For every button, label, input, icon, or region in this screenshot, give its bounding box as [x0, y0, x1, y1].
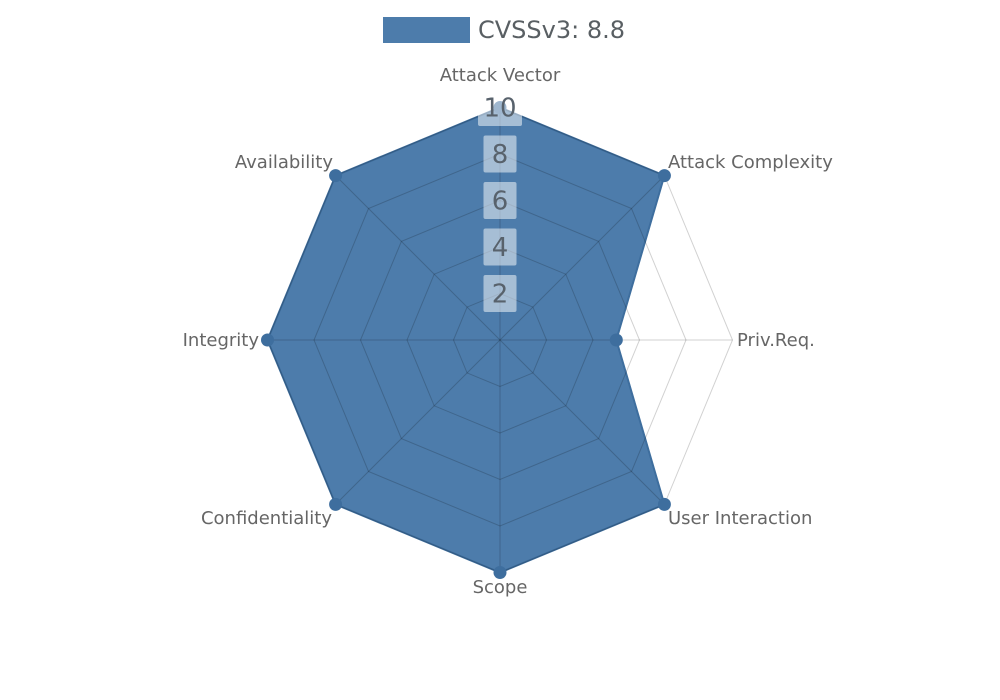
tick-label-2: 2: [492, 280, 509, 310]
axis-label-user-interaction: User Interaction: [668, 508, 812, 529]
tick-label-box-2: [483, 275, 517, 312]
grid-ring: [359, 199, 641, 481]
vertex-dot-scope: [493, 566, 507, 579]
tick-label-box-8: [483, 135, 517, 173]
axis-label-availability: Availability: [235, 152, 333, 173]
vertex-dot-priv-req: [609, 333, 623, 347]
vertex-dot-user-interaction: [657, 497, 671, 511]
tick-label-box-6: [483, 182, 517, 219]
tick-label-6: 6: [492, 187, 509, 217]
vertex-dot-attack-complexity: [657, 169, 671, 183]
axis-label-priv-req: Priv.Req.: [737, 330, 815, 351]
vertex-dot-integrity: [261, 333, 274, 347]
grid-ring: [406, 246, 594, 434]
axis-label-scope: Scope: [473, 577, 528, 598]
legend: CVSSv3: 8.8: [383, 13, 625, 47]
axis-label-attack-vector: Attack Vector: [440, 65, 561, 86]
axis-label-attack-complexity: Attack Complexity: [668, 152, 833, 173]
tick-label-box-4: [483, 228, 517, 266]
grid-spoke-availability: [335, 175, 501, 341]
vertex-dot-confidentiality: [329, 497, 343, 511]
grid-ring: [313, 153, 687, 527]
vertex-dot-availability: [329, 169, 343, 183]
tick-label-8: 8: [492, 140, 509, 170]
legend-swatch: [383, 17, 470, 43]
grid-spoke-confidentiality: [335, 339, 501, 505]
axis-label-integrity: Integrity: [183, 330, 260, 351]
tick-label-box-10: [478, 89, 522, 126]
grid-spoke-user-interaction: [499, 339, 665, 505]
legend-label: CVSSv3: 8.8: [478, 16, 625, 44]
tick-label-4: 4: [492, 233, 509, 263]
tick-label-10: 10: [483, 94, 516, 124]
grid-spoke-attack-complexity: [499, 175, 665, 341]
grid-ring: [452, 292, 548, 388]
axis-label-confidentiality: Confidentiality: [201, 508, 332, 529]
